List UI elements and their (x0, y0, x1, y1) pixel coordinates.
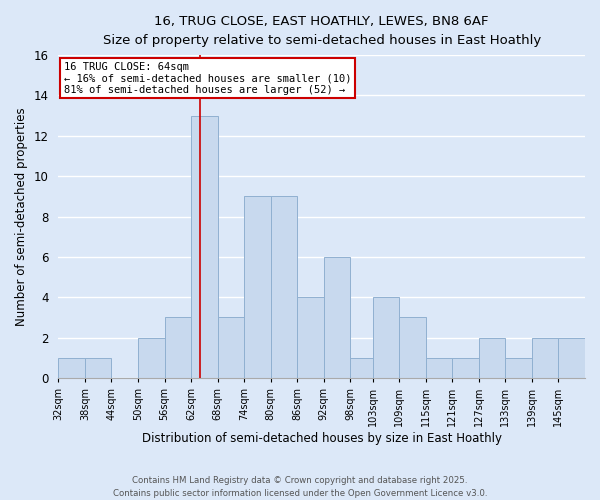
Text: 16 TRUG CLOSE: 64sqm
← 16% of semi-detached houses are smaller (10)
81% of semi-: 16 TRUG CLOSE: 64sqm ← 16% of semi-detac… (64, 62, 351, 95)
Text: Contains HM Land Registry data © Crown copyright and database right 2025.
Contai: Contains HM Land Registry data © Crown c… (113, 476, 487, 498)
Title: 16, TRUG CLOSE, EAST HOATHLY, LEWES, BN8 6AF
Size of property relative to semi-d: 16, TRUG CLOSE, EAST HOATHLY, LEWES, BN8… (103, 15, 541, 47)
Bar (164, 318, 191, 378)
Bar (505, 358, 532, 378)
Bar (452, 358, 479, 378)
Bar (350, 358, 373, 378)
Bar (138, 338, 164, 378)
Bar (373, 298, 399, 378)
Bar (85, 358, 112, 378)
Bar (324, 257, 350, 378)
Y-axis label: Number of semi-detached properties: Number of semi-detached properties (15, 108, 28, 326)
Bar (191, 116, 218, 378)
Bar (425, 358, 452, 378)
Bar (297, 298, 324, 378)
Bar (399, 318, 425, 378)
Bar (532, 338, 559, 378)
Bar (244, 196, 271, 378)
Bar (58, 358, 85, 378)
Bar (559, 338, 585, 378)
Bar (218, 318, 244, 378)
X-axis label: Distribution of semi-detached houses by size in East Hoathly: Distribution of semi-detached houses by … (142, 432, 502, 445)
Bar (271, 196, 297, 378)
Bar (479, 338, 505, 378)
